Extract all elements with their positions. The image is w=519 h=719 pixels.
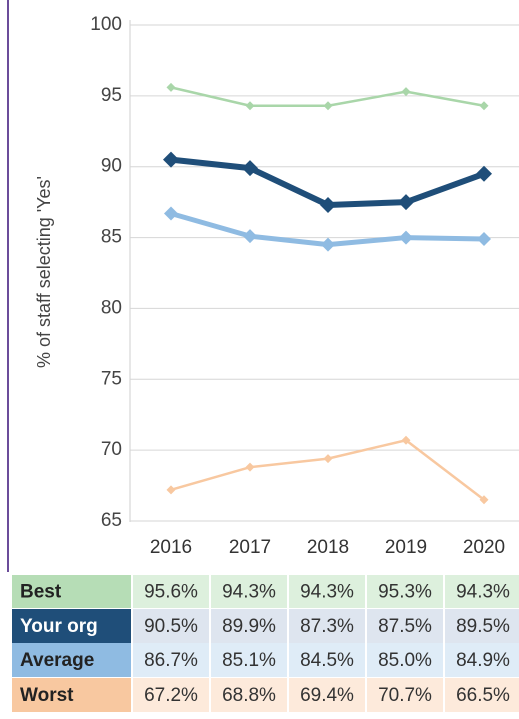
value-cell [289,575,365,608]
x-tick-label: 2017 [229,537,271,558]
value-cell [211,575,287,608]
value-cell [133,643,209,677]
value-cell [445,643,519,677]
point-marker [166,82,176,92]
point-marker [320,196,336,213]
value-cell [289,643,365,677]
value-cell [211,643,287,677]
point-marker [164,206,178,221]
value-cell [445,678,519,712]
value-cell [367,678,443,712]
value-cell-text: 85.0% [378,650,432,671]
value-cell-text: 87.3% [300,616,354,637]
value-cell [133,575,209,608]
y-tick-label: 65 [101,510,122,531]
row-label-cell [12,609,131,643]
value-cell [367,643,443,677]
value-cell-text: 84.5% [300,650,354,671]
value-cell-text: 94.3% [456,582,510,603]
value-cell [289,678,365,712]
point-marker [242,160,258,177]
y-tick-label: 85 [101,227,122,248]
y-tick-label: 100 [90,14,122,35]
series-line [170,438,485,501]
value-cell-text: 68.8% [222,685,276,706]
point-marker [479,101,489,111]
value-cell-text: 66.5% [456,685,510,706]
value-cell-text: 67.2% [144,685,198,706]
point-marker [398,194,414,211]
value-cell-text: 94.3% [300,582,354,603]
value-cell-text: 87.5% [378,616,432,637]
value-cell-text: 89.5% [456,616,510,637]
value-cell [133,609,209,643]
x-tick-label: 2016 [150,537,192,558]
point-marker [477,231,491,246]
value-cell-text: 94.3% [222,582,276,603]
point-marker [245,101,255,111]
value-cell-text: 84.9% [456,650,510,671]
point-marker [163,151,179,168]
point-marker [321,237,335,252]
point-marker [245,462,255,472]
value-cell [367,609,443,643]
point-marker [243,229,257,244]
point-marker [323,101,333,111]
x-tick-label: 2018 [307,537,349,558]
row-label: Best [20,582,62,603]
value-cell-text: 70.7% [378,685,432,706]
point-marker [166,485,176,495]
point-marker [401,87,411,97]
row-label: Your org [20,616,98,637]
value-cell [445,575,519,608]
value-cell-text: 90.5% [144,616,198,637]
x-tick-label: 2019 [385,537,427,558]
point-marker [476,165,492,182]
value-cell-text: 95.6% [144,582,198,603]
row-label: Worst [20,685,74,706]
value-cell-text: 69.4% [300,685,354,706]
value-cell-text: 86.7% [144,650,198,671]
y-axis-label: % of staff selecting 'Yes' [34,176,54,368]
y-tick-label: 75 [101,368,122,389]
row-label-cell [12,678,131,712]
value-cell [445,609,519,643]
value-cell [289,609,365,643]
value-cell-text: 85.1% [222,650,276,671]
value-cell-text: 89.9% [222,616,276,637]
value-cell [133,678,209,712]
value-cell [211,609,287,643]
point-marker [399,230,413,245]
point-marker [401,435,411,445]
row-label-cell [12,643,131,677]
row-label-cell [12,575,131,608]
point-marker [479,495,489,505]
value-cell [367,575,443,608]
y-tick-label: 90 [101,156,122,177]
value-cell-text: 95.3% [378,582,432,603]
y-tick-label: 95 [101,85,122,106]
value-cell [211,678,287,712]
point-marker [323,454,333,464]
x-tick-label: 2020 [463,537,505,558]
row-label: Average [20,650,94,671]
y-tick-label: 80 [101,297,122,318]
y-tick-label: 70 [101,439,122,460]
